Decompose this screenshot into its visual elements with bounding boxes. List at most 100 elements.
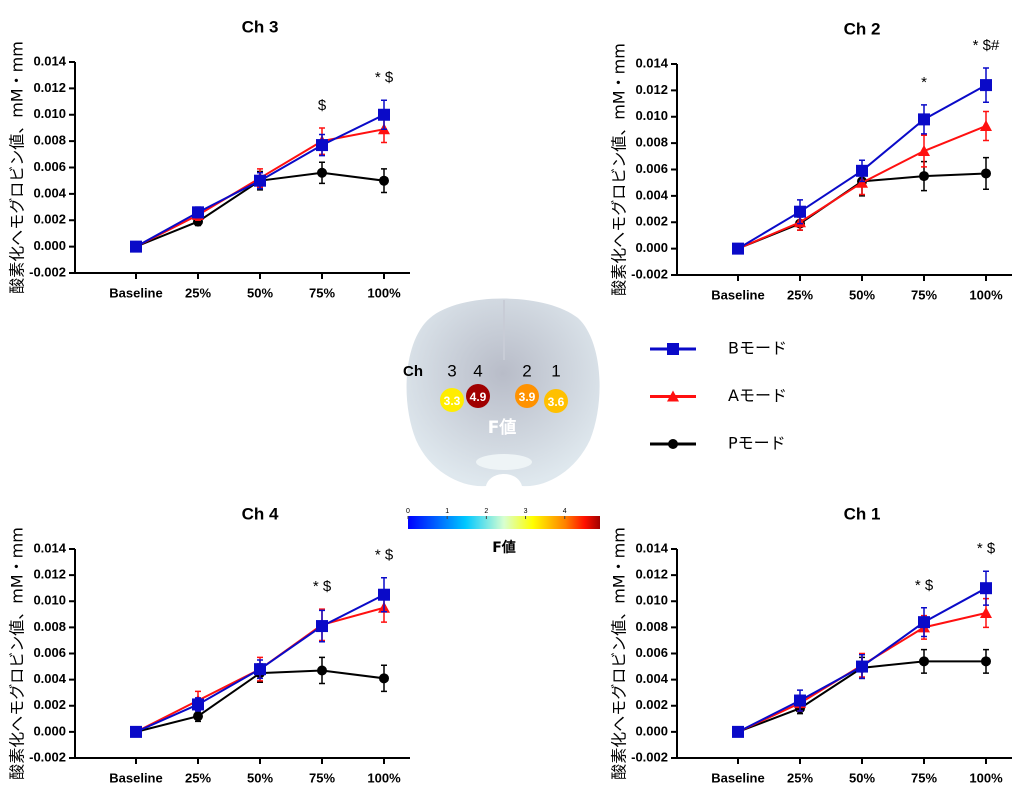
- y-tick-label: 0.008: [33, 619, 66, 634]
- marker-square: [192, 698, 204, 711]
- y-tick-label: 0.004: [635, 671, 668, 686]
- channel-f-value: 3.3: [444, 394, 461, 408]
- marker-circle: [379, 175, 389, 186]
- y-tick-label: 0.012: [33, 80, 66, 95]
- marker-square: [192, 206, 204, 219]
- marker-circle: [379, 673, 389, 684]
- legend-marker: [668, 439, 678, 449]
- y-axis-label: 酸素化ヘモグロビン値、mM・mm: [610, 43, 629, 296]
- y-tick-label: -0.002: [631, 266, 668, 281]
- marker-square: [254, 174, 266, 187]
- y-tick-label: 0.012: [635, 567, 668, 582]
- marker-square: [856, 164, 868, 177]
- legend-marker: [667, 390, 679, 402]
- significance-label: * $: [977, 540, 996, 557]
- marker-triangle: [980, 119, 992, 131]
- x-tick-label: 75%: [911, 770, 937, 785]
- marker-circle: [981, 656, 991, 667]
- y-tick-label: 0.012: [635, 82, 668, 97]
- marker-square: [794, 694, 806, 707]
- brain-image: [406, 298, 600, 487]
- chart-title: Ch 4: [242, 504, 279, 523]
- channel-number: 1: [551, 361, 560, 380]
- marker-circle: [919, 171, 929, 182]
- y-tick-label: 0.010: [635, 108, 668, 123]
- marker-square: [794, 205, 806, 218]
- x-tick-label: 25%: [185, 285, 211, 300]
- chart-title: Ch 3: [242, 17, 279, 36]
- y-tick-label: 0.006: [33, 159, 66, 174]
- y-tick-label: 0.006: [33, 645, 66, 660]
- y-tick-label: 0.010: [635, 593, 668, 608]
- y-tick-label: 0.014: [635, 540, 668, 555]
- colorbar-tick-label: 3: [524, 508, 528, 515]
- marker-triangle: [980, 607, 992, 619]
- marker-square: [732, 242, 744, 255]
- x-tick-label: 75%: [309, 770, 335, 785]
- significance-label: *: [921, 74, 927, 91]
- significance-label: * $: [915, 577, 934, 594]
- marker-square: [918, 113, 930, 126]
- y-tick-label: 0.004: [33, 185, 66, 200]
- marker-square: [130, 240, 142, 253]
- marker-square: [316, 620, 328, 633]
- x-tick-label: 75%: [309, 285, 335, 300]
- channel-number: 2: [522, 361, 531, 380]
- channel-f-value: 3.9: [519, 390, 536, 404]
- marker-circle: [317, 665, 327, 676]
- y-tick-label: 0.000: [33, 238, 66, 253]
- y-tick-label: 0.004: [33, 671, 66, 686]
- marker-circle: [981, 168, 991, 179]
- channel-number: 4: [473, 361, 482, 380]
- marker-circle: [193, 711, 203, 722]
- x-tick-label: Baseline: [109, 285, 162, 300]
- channel-spot: [544, 389, 568, 413]
- x-tick-label: 50%: [849, 770, 875, 785]
- x-tick-label: Baseline: [109, 770, 162, 785]
- y-tick-label: 0.000: [635, 723, 668, 738]
- x-tick-label: 100%: [969, 770, 1003, 785]
- channel-f-value: 3.6: [548, 395, 565, 409]
- legend-label: Bモード: [728, 339, 787, 358]
- y-tick-label: 0.008: [635, 619, 668, 634]
- channel-spot: [440, 388, 464, 412]
- y-axis-label: 酸素化ヘモグロビン値、mM・mm: [610, 527, 629, 780]
- chart-title: Ch 1: [844, 504, 881, 523]
- colorbar-tick-label: 1: [445, 508, 449, 515]
- x-tick-label: 100%: [367, 770, 401, 785]
- x-tick-label: 75%: [911, 287, 937, 302]
- channel-number: 3: [447, 361, 456, 380]
- y-axis-label: 酸素化ヘモグロビン値、mM・mm: [8, 527, 27, 780]
- y-axis-label: 酸素化ヘモグロビン値、mM・mm: [8, 41, 27, 294]
- marker-square: [378, 588, 390, 601]
- marker-square: [732, 725, 744, 738]
- y-tick-label: 0.000: [33, 723, 66, 738]
- colorbar: [408, 516, 600, 529]
- marker-triangle: [918, 145, 930, 157]
- significance-label: $: [318, 97, 327, 114]
- y-tick-label: 0.002: [635, 697, 668, 712]
- chart-title: Ch 2: [844, 19, 881, 38]
- colorbar-label: F値: [492, 539, 516, 556]
- x-tick-label: 100%: [969, 287, 1003, 302]
- brain-caption: F値: [488, 417, 517, 438]
- colorbar-tick-label: 2: [484, 508, 488, 515]
- marker-square: [918, 616, 930, 629]
- marker-square: [316, 139, 328, 152]
- y-tick-label: -0.002: [631, 749, 668, 764]
- brain-stem: [476, 454, 532, 470]
- x-tick-label: 50%: [247, 770, 273, 785]
- marker-square: [130, 725, 142, 738]
- marker-square: [378, 108, 390, 121]
- significance-label: * $: [313, 578, 332, 595]
- marker-square: [856, 660, 868, 673]
- marker-circle: [919, 656, 929, 667]
- x-tick-label: 25%: [185, 770, 211, 785]
- legend-label: Aモード: [728, 386, 787, 405]
- marker-square: [254, 663, 266, 676]
- x-tick-label: 25%: [787, 770, 813, 785]
- marker-square: [980, 582, 992, 595]
- x-tick-label: Baseline: [711, 770, 764, 785]
- channel-f-value: 4.9: [470, 390, 487, 404]
- y-tick-label: 0.010: [33, 106, 66, 121]
